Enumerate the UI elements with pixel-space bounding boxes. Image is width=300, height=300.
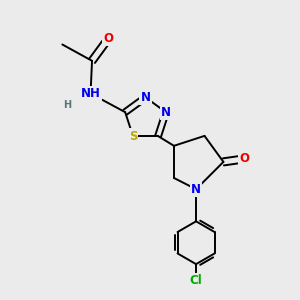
- Text: N: N: [161, 106, 171, 119]
- Text: H: H: [63, 100, 71, 110]
- Text: S: S: [129, 130, 137, 142]
- Text: Cl: Cl: [190, 274, 202, 287]
- Text: NH: NH: [81, 87, 100, 100]
- Text: O: O: [103, 32, 113, 45]
- Text: O: O: [239, 152, 249, 165]
- Text: N: N: [140, 91, 151, 104]
- Text: N: N: [191, 183, 201, 196]
